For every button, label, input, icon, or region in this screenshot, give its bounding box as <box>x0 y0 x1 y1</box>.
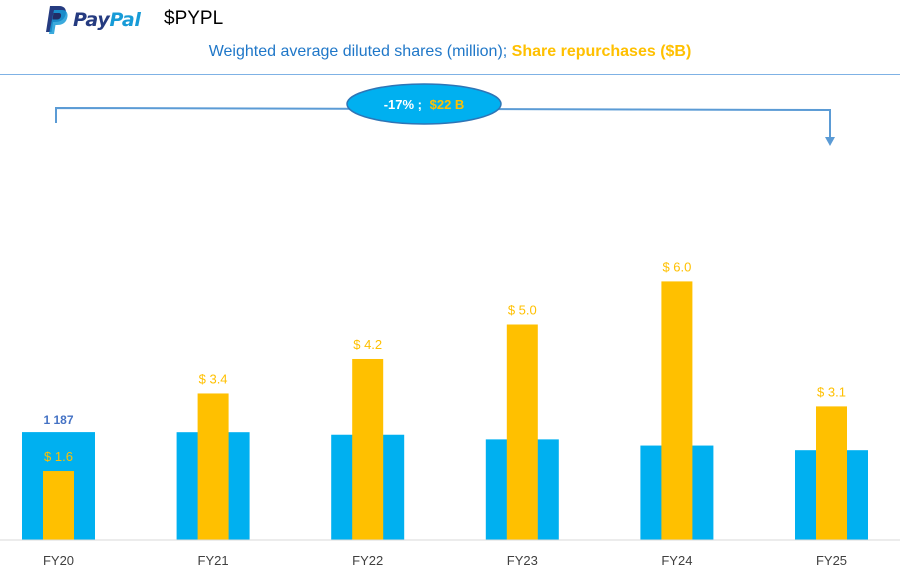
repurchases-data-label: $ 3.1 <box>817 384 846 399</box>
repurchases-bar <box>352 358 384 540</box>
x-tick-label: FY21 <box>198 553 229 568</box>
callout-change: -17% ; <box>384 97 422 112</box>
shares-data-label: 1 187 <box>43 413 73 427</box>
header-divider <box>0 74 900 75</box>
arrow-down-icon <box>825 137 835 146</box>
paypal-wordmark: PayPal <box>73 9 141 31</box>
subtitle-shares: Weighted average diluted shares (million… <box>208 43 508 60</box>
repurchases-data-label: $ 3.4 <box>199 371 228 386</box>
repurchases-bar <box>506 324 538 540</box>
x-tick-label: FY23 <box>507 553 538 568</box>
repurchases-data-label: $ 6.0 <box>662 259 691 274</box>
repurchases-data-label: $ 5.0 <box>508 303 537 318</box>
x-tick-label: FY22 <box>352 553 383 568</box>
callout-annotation: -17% ; $22 B <box>55 83 835 146</box>
repurchases-data-label: $ 1.6 <box>44 449 73 464</box>
paypal-logo: PayPal <box>44 5 141 35</box>
x-tick-label: FY24 <box>661 553 692 568</box>
ticker-symbol: $PYPL <box>164 8 224 29</box>
repurchases-bar <box>43 471 74 540</box>
chart-subtitle: Weighted average diluted shares (million… <box>0 43 900 61</box>
repurchases-bar <box>816 406 847 540</box>
subtitle-buybacks: Share repurchases ($B) <box>511 43 692 60</box>
callout-text: -17% ; $22 B <box>384 97 465 112</box>
repurchases-bar <box>197 393 229 540</box>
logo-text-pay: Pay <box>73 9 110 31</box>
paypal-p-icon <box>46 6 68 34</box>
repurchases-bar <box>661 281 693 540</box>
repurchases-data-label: $ 4.2 <box>353 337 382 352</box>
x-tick-label: FY20 <box>43 553 74 568</box>
logo-text-pal: Pal <box>109 9 141 31</box>
callout-bubble <box>346 83 502 125</box>
x-tick-label: FY25 <box>816 553 847 568</box>
callout-total: $22 B <box>430 97 465 112</box>
bars-layer: 1 187$ 1.6FY201 186$ 3.4FY211 158$ 4.2FY… <box>0 259 900 568</box>
chart-header: PayPal $PYPL Weighted average diluted sh… <box>0 0 900 75</box>
